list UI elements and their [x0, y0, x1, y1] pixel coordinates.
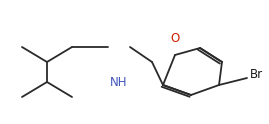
Text: NH: NH: [110, 77, 128, 90]
Text: O: O: [170, 31, 180, 45]
Text: Br: Br: [250, 68, 263, 81]
